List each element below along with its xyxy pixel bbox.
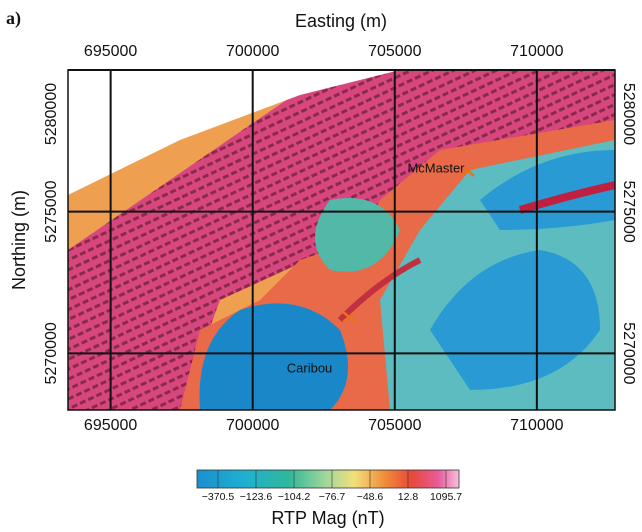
colorbar-title: RTP Mag (nT) [271, 508, 384, 528]
x-axis-title: Easting (m) [295, 11, 387, 31]
colorbar-tick-label: −123.6 [240, 491, 273, 503]
y-tick-label: 5275000 [43, 180, 60, 242]
colorbar-tick-label: −104.2 [278, 491, 311, 503]
colorbar [197, 470, 459, 488]
place-label: Caribou [287, 360, 333, 375]
y-tick-label: 5275000 [620, 181, 637, 243]
y-axis-title: Northing (m) [9, 190, 29, 290]
magnetic-map [68, 70, 615, 410]
y-tick-label: 5270000 [43, 322, 60, 384]
map-figure: a) Easting (m) Northing (m) RTP Mag (nT)… [0, 0, 642, 532]
y-tick-label: 5280000 [620, 83, 637, 145]
place-label: McMaster [407, 161, 465, 176]
x-tick-label: 700000 [226, 43, 279, 60]
x-tick-label: 710000 [510, 417, 563, 434]
x-tick-label: 700000 [226, 417, 279, 434]
x-tick-label: 705000 [368, 417, 421, 434]
colorbar-tick-label: −76.7 [319, 491, 346, 503]
colorbar-tick-label: 12.8 [398, 491, 419, 503]
colorbar-tick-label: −48.6 [357, 491, 384, 503]
x-tick-label: 705000 [368, 43, 421, 60]
x-tick-label: 695000 [84, 43, 137, 60]
y-tick-label: 5280000 [43, 83, 60, 145]
panel-label: a) [6, 8, 21, 29]
y-tick-label: 5270000 [620, 322, 637, 384]
x-tick-label: 710000 [510, 43, 563, 60]
colorbar-tick-label: −370.5 [202, 491, 235, 503]
colorbar-tick-label: 1095.7 [430, 491, 462, 503]
x-tick-label: 695000 [84, 417, 137, 434]
